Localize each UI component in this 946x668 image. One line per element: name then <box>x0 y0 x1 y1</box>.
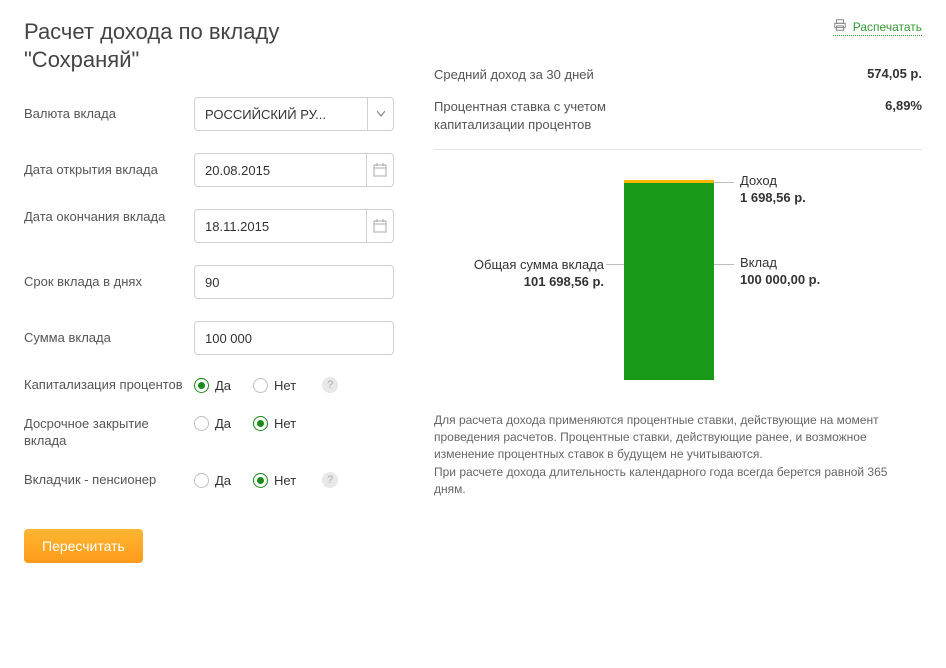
pensioner-radio-group: Да Нет ? <box>194 472 394 488</box>
close-date-input[interactable] <box>195 210 366 242</box>
disclaimer-p2: При расчете дохода длительность календар… <box>434 464 922 499</box>
chart-total-label: Общая сумма вклада 101 698,56 р. <box>434 256 604 291</box>
radio-label: Да <box>215 473 231 488</box>
disclaimer-p1: Для расчета дохода применяются процентны… <box>434 412 922 464</box>
chart-income-label: Доход 1 698,56 р. <box>740 172 806 207</box>
help-icon[interactable]: ? <box>322 377 338 393</box>
avg-income-row: Средний доход за 30 дней 574,05 р. <box>434 66 922 84</box>
currency-label: Валюта вклада <box>24 106 194 123</box>
close-date-label: Дата окончания вклада <box>24 209 194 226</box>
chart-deposit-label: Вклад 100 000,00 р. <box>740 254 820 289</box>
rate-row: Процентная ставка с учетом капитализации… <box>434 98 922 134</box>
chart-bar-deposit <box>624 183 714 380</box>
calendar-icon[interactable] <box>366 210 393 242</box>
open-date-input[interactable] <box>195 154 366 186</box>
term-days-input-wrap <box>194 265 394 299</box>
chart-income-text: Доход <box>740 172 806 190</box>
pensioner-label: Вкладчик - пенсионер <box>24 472 194 489</box>
capitalization-yes[interactable]: Да <box>194 378 231 393</box>
calendar-icon[interactable] <box>366 154 393 186</box>
term-days-input[interactable] <box>195 266 393 298</box>
chart-income-value: 1 698,56 р. <box>740 189 806 207</box>
pensioner-yes[interactable]: Да <box>194 473 231 488</box>
rate-value: 6,89% <box>885 98 922 113</box>
currency-select[interactable]: РОССИЙСКИЙ РУ... <box>194 97 394 131</box>
disclaimer: Для расчета дохода применяются процентны… <box>434 412 922 499</box>
early-close-radio-group: Да Нет <box>194 416 394 431</box>
radio-icon <box>253 378 268 393</box>
amount-input[interactable] <box>195 322 393 354</box>
radio-icon <box>194 473 209 488</box>
chart-total-text: Общая сумма вклада <box>434 256 604 274</box>
amount-input-wrap <box>194 321 394 355</box>
radio-label: Да <box>215 378 231 393</box>
chart-total-value: 101 698,56 р. <box>434 273 604 291</box>
avg-income-value: 574,05 р. <box>867 66 922 81</box>
radio-label: Нет <box>274 378 296 393</box>
close-date-input-wrap <box>194 209 394 243</box>
avg-income-label: Средний доход за 30 дней <box>434 66 594 84</box>
pensioner-no[interactable]: Нет <box>253 473 296 488</box>
divider <box>434 149 922 150</box>
recalculate-button[interactable]: Пересчитать <box>24 529 143 563</box>
capitalization-label: Капитализация процентов <box>24 377 194 394</box>
radio-icon <box>253 416 268 431</box>
chevron-down-icon <box>367 98 393 130</box>
radio-label: Нет <box>274 473 296 488</box>
early-close-label: Досрочное закрытие вклада <box>24 416 194 450</box>
chart-leader-line <box>606 264 624 265</box>
radio-label: Да <box>215 416 231 431</box>
chart-leader-line <box>714 182 734 183</box>
chart-deposit-text: Вклад <box>740 254 820 272</box>
amount-label: Сумма вклада <box>24 330 194 347</box>
radio-icon <box>194 416 209 431</box>
radio-label: Нет <box>274 416 296 431</box>
capitalization-radio-group: Да Нет ? <box>194 377 394 393</box>
early-close-yes[interactable]: Да <box>194 416 231 431</box>
open-date-label: Дата открытия вклада <box>24 162 194 179</box>
chart-bar <box>624 180 714 380</box>
radio-icon <box>194 378 209 393</box>
capitalization-no[interactable]: Нет <box>253 378 296 393</box>
currency-value: РОССИЙСКИЙ РУ... <box>195 107 367 122</box>
deposit-chart: Общая сумма вклада 101 698,56 р. Доход 1… <box>434 174 922 384</box>
open-date-input-wrap <box>194 153 394 187</box>
chart-deposit-value: 100 000,00 р. <box>740 271 820 289</box>
early-close-no[interactable]: Нет <box>253 416 296 431</box>
term-days-label: Срок вклада в днях <box>24 274 194 291</box>
radio-icon <box>253 473 268 488</box>
chart-leader-line <box>714 264 734 265</box>
page-title: Расчет дохода по вкладу "Сохраняй" <box>24 18 394 73</box>
help-icon[interactable]: ? <box>322 472 338 488</box>
rate-label: Процентная ставка с учетом капитализации… <box>434 98 694 134</box>
